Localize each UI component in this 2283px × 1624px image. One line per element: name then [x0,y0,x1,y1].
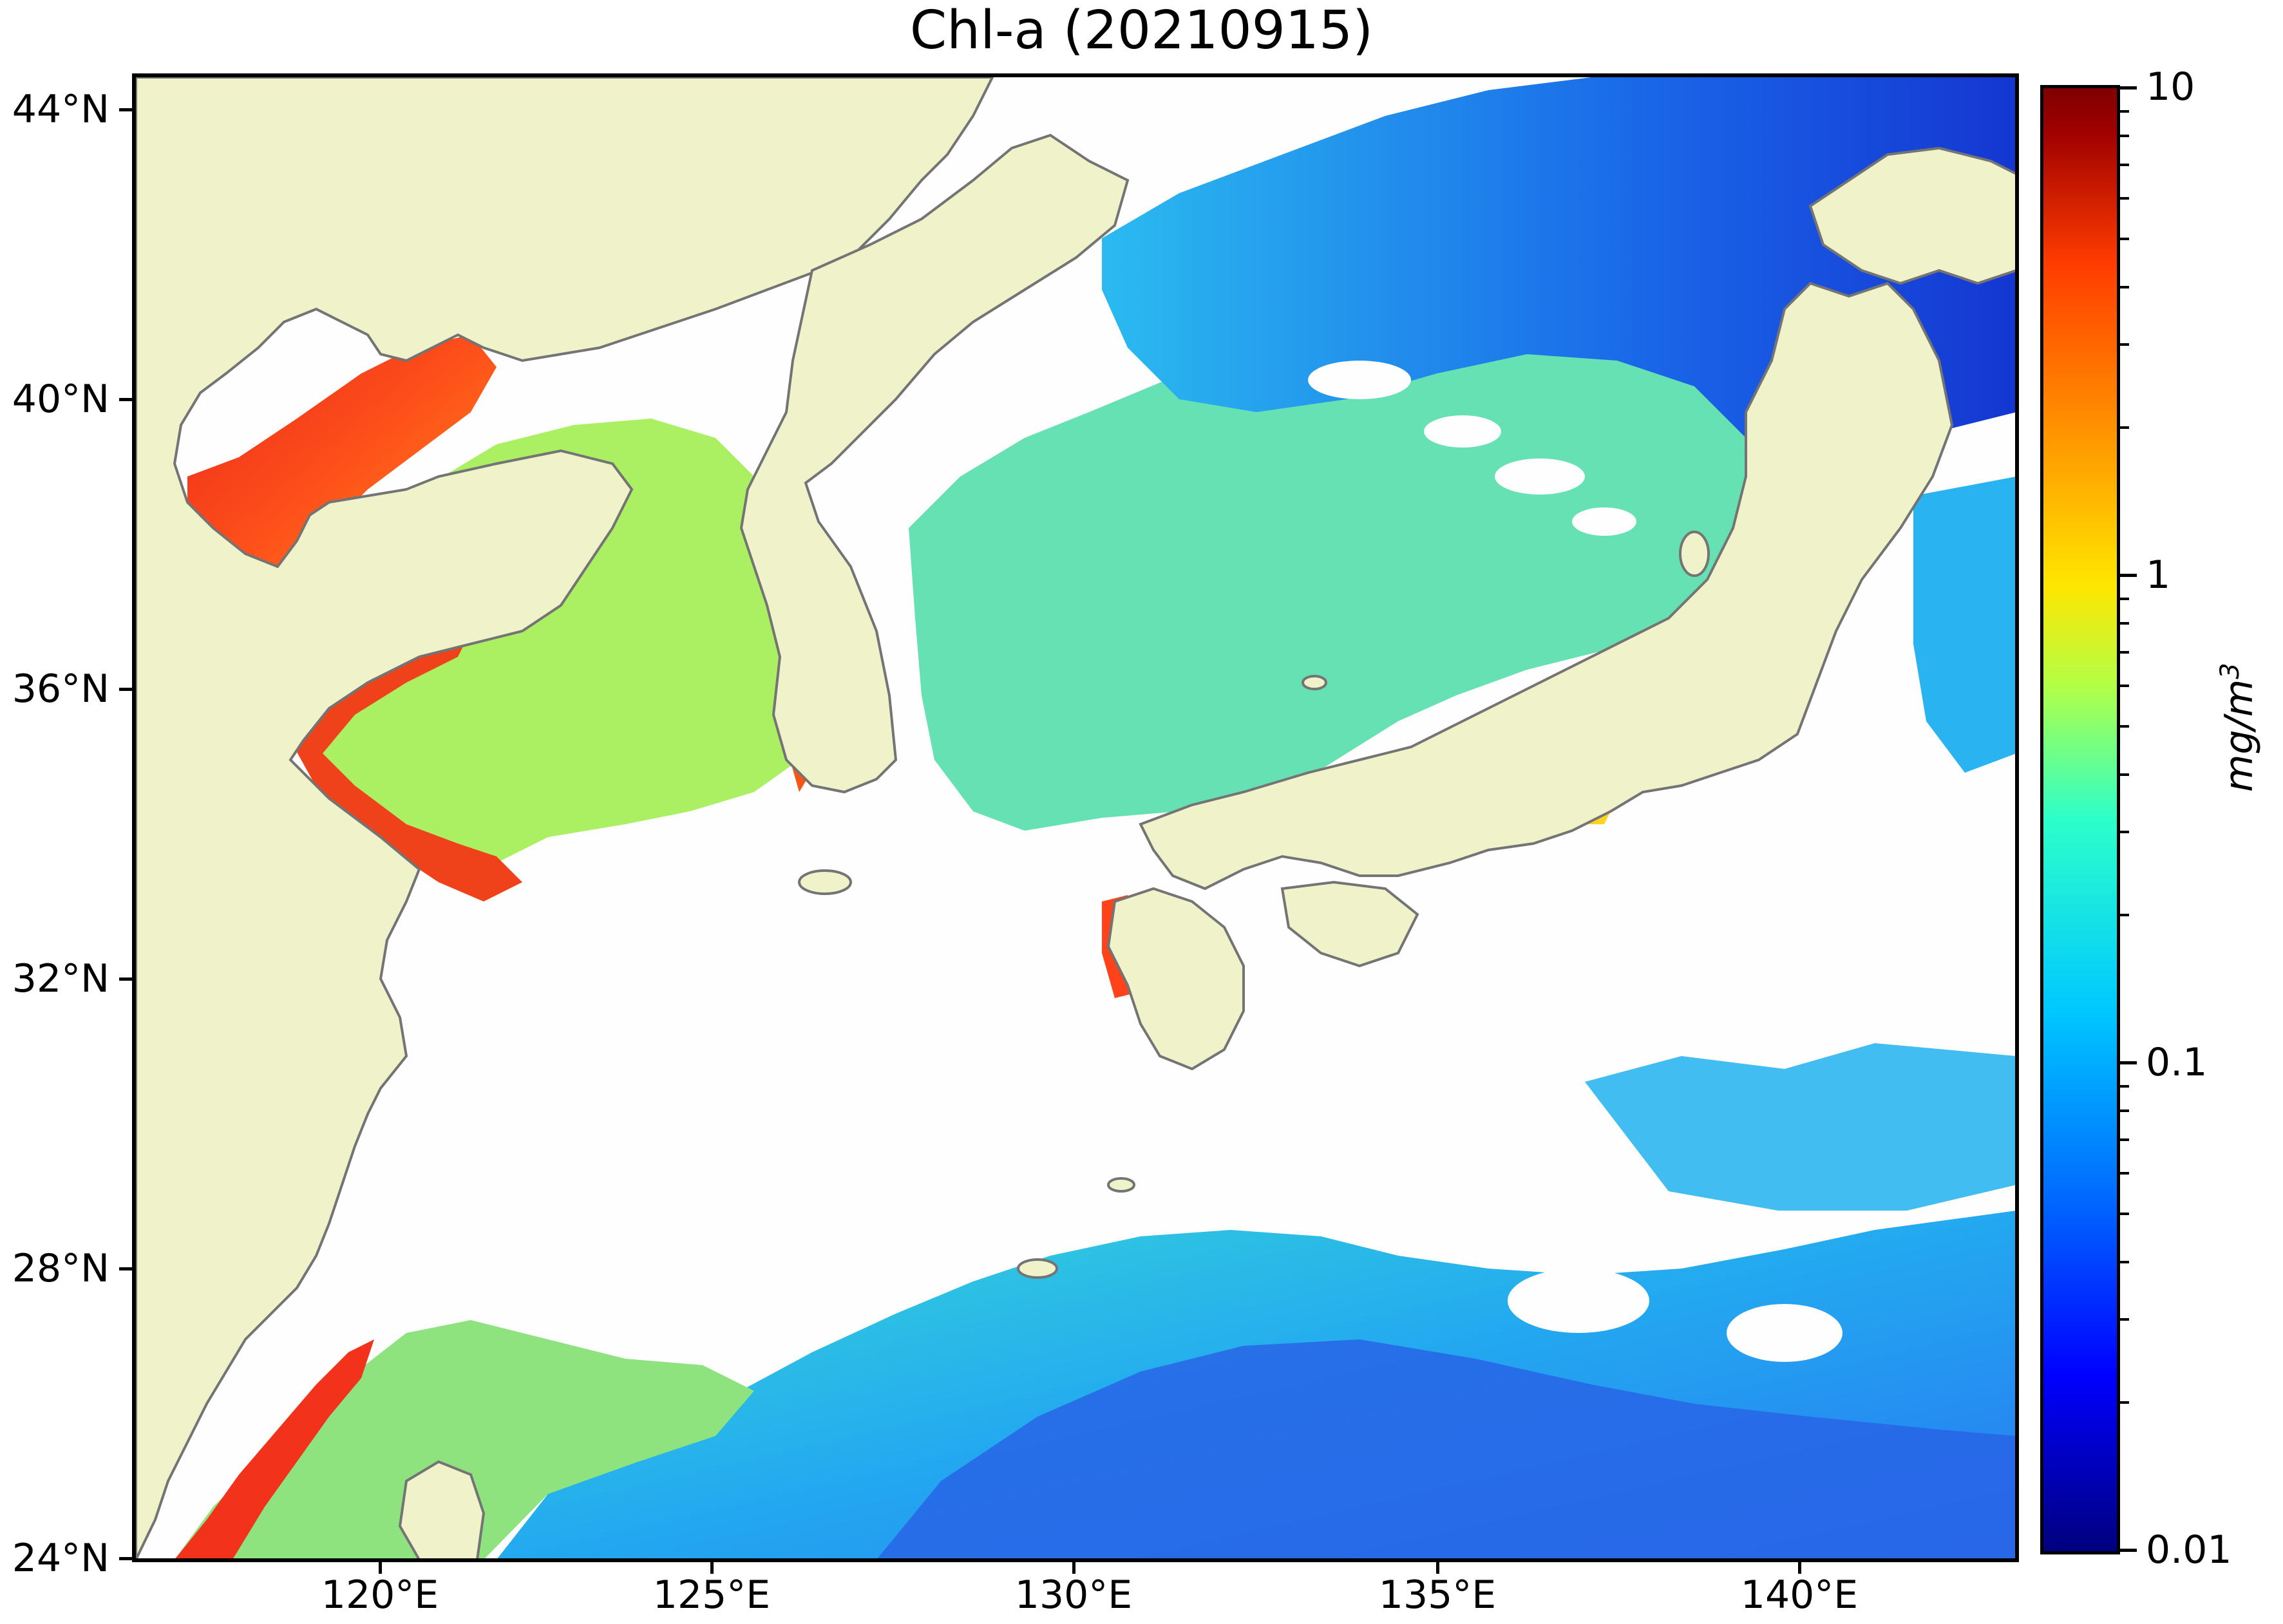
colorbar-minor-tick [2120,1261,2129,1263]
colorbar-unit-label: mg/m3 [2215,663,2262,792]
colorbar-tick-label: 0.1 [2146,1040,2208,1085]
colorbar [2040,85,2120,1554]
lon-label: 120°E [321,1572,439,1618]
colorbar-tick-label: 0.01 [2146,1527,2232,1572]
colorbar-unit-text: mg/m [2217,679,2262,792]
colorbar-tick [2120,1549,2137,1552]
colorbar-minor-tick [2120,1401,2129,1404]
colorbar-minor-tick [2120,1085,2129,1088]
colorbar-minor-tick [2120,725,2129,728]
lat-label: 40°N [12,377,109,422]
colorbar-minor-tick [2120,1138,2129,1141]
lat-label: 28°N [12,1246,109,1291]
map-texture [136,77,2015,1558]
colorbar-minor-tick [2120,197,2129,200]
chart-title: Chl-a (20210915) [909,0,1374,61]
colorbar-minor-tick [2120,622,2129,625]
lat-label: 44°N [12,87,109,132]
lat-tick [119,398,132,401]
colorbar-minor-tick [2120,238,2129,240]
lat-tick [119,108,132,111]
lon-tick [1798,1562,1801,1574]
lat-tick [119,688,132,691]
colorbar-minor-tick [2120,164,2129,166]
colorbar-unit-exponent: 3 [2215,663,2245,679]
lon-label: 135°E [1378,1572,1497,1618]
colorbar-minor-tick [2120,1109,2129,1112]
lon-tick [1436,1562,1439,1574]
colorbar-tick [2120,574,2137,577]
colorbar-minor-tick [2120,598,2129,600]
colorbar-minor-tick [2120,1213,2129,1215]
colorbar-minor-tick [2120,135,2129,137]
colorbar-minor-tick [2120,286,2129,288]
colorbar-tick-label: 10 [2146,64,2195,109]
lat-label: 24°N [12,1536,109,1581]
chlorophyll-map [136,77,2015,1558]
colorbar-minor-tick [2120,343,2129,346]
lat-label: 32°N [12,956,109,1001]
lon-label: 140°E [1740,1572,1859,1618]
lon-label: 125°E [652,1572,771,1618]
colorbar-tick [2120,1061,2137,1064]
lat-tick [119,1557,132,1560]
lat-tick [119,1267,132,1270]
map-panel [132,73,2019,1562]
colorbar-minor-tick [2120,651,2129,654]
lon-tick [710,1562,714,1574]
colorbar-minor-tick [2120,685,2129,687]
colorbar-minor-tick [2120,1172,2129,1175]
colorbar-minor-tick [2120,1318,2129,1321]
lat-label: 36°N [12,666,109,712]
lon-label: 130°E [1014,1572,1133,1618]
lon-tick [1072,1562,1075,1574]
colorbar-minor-tick [2120,110,2129,113]
colorbar-tick [2120,86,2137,90]
colorbar-tick-label: 1 [2146,552,2171,598]
lat-tick [119,977,132,981]
colorbar-minor-tick [2120,831,2129,833]
colorbar-minor-tick [2120,426,2129,429]
colorbar-minor-tick [2120,773,2129,776]
lon-tick [379,1562,382,1574]
colorbar-minor-tick [2120,914,2129,916]
